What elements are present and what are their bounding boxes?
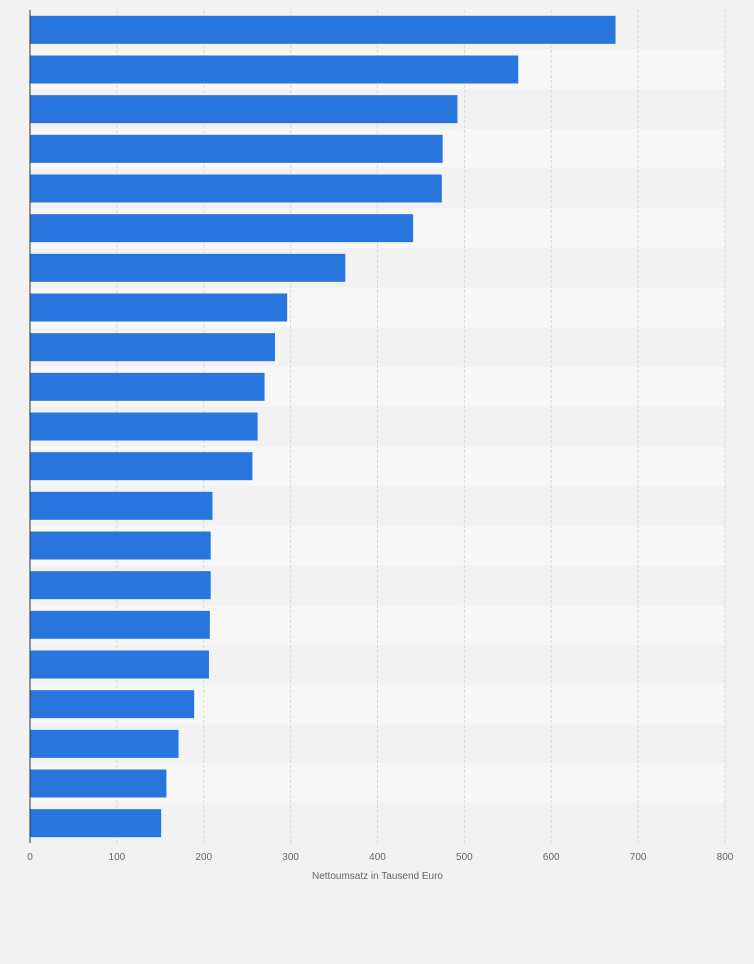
x-axis-ticks: 0 100 200 300 400 500 600 700 800 xyxy=(27,852,734,863)
bar xyxy=(30,610,210,639)
x-axis-label: Nettoumsatz in Tausend Euro xyxy=(312,871,443,882)
bar xyxy=(30,412,258,441)
bar xyxy=(30,15,616,44)
x-tick-label: 600 xyxy=(543,852,560,863)
x-tick-label: 200 xyxy=(195,852,212,863)
bar xyxy=(30,95,458,124)
bar xyxy=(30,333,275,362)
bars xyxy=(30,15,616,838)
bar xyxy=(30,214,414,243)
bar xyxy=(30,174,442,203)
x-tick-label: 800 xyxy=(717,852,734,863)
bar xyxy=(30,809,162,838)
x-tick-label: 100 xyxy=(109,852,126,863)
x-tick-label: 400 xyxy=(369,852,386,863)
bar xyxy=(30,571,211,600)
bar xyxy=(30,769,167,798)
x-tick-label: 500 xyxy=(456,852,473,863)
bar xyxy=(30,55,519,84)
bar xyxy=(30,650,209,679)
bar xyxy=(30,253,346,282)
bar xyxy=(30,690,195,719)
bar xyxy=(30,729,179,758)
x-tick-label: 0 xyxy=(27,852,33,863)
bar xyxy=(30,491,213,520)
bar xyxy=(30,452,253,481)
bar xyxy=(30,372,265,401)
x-tick-label: 700 xyxy=(630,852,647,863)
bar xyxy=(30,293,288,322)
bar xyxy=(30,531,211,560)
bar xyxy=(30,134,443,163)
x-tick-label: 300 xyxy=(282,852,299,863)
